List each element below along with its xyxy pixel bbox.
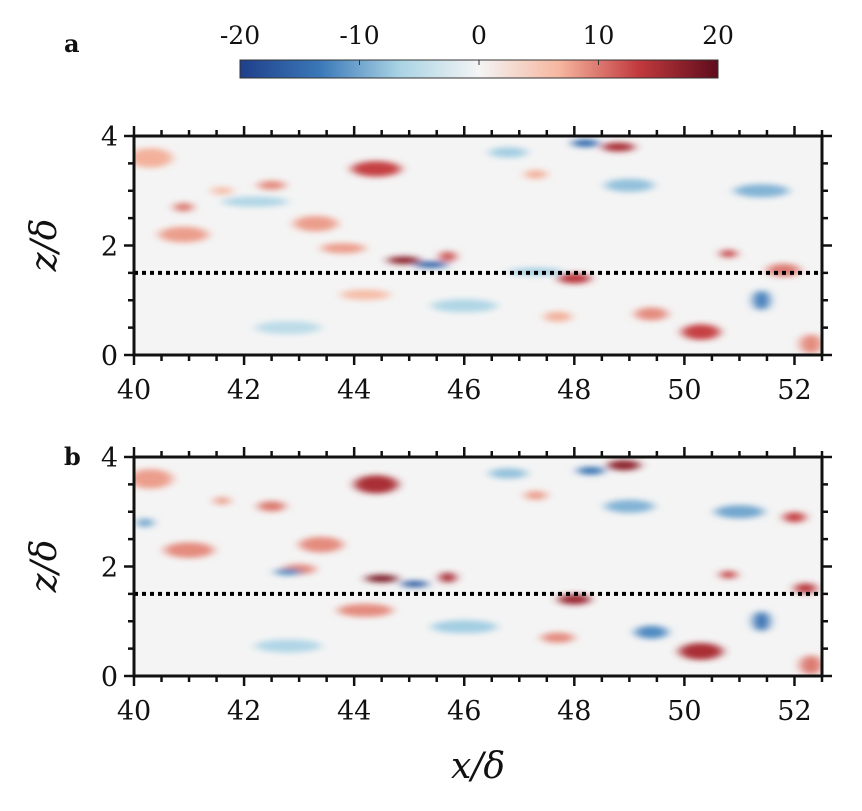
x-tick-label: 42 (227, 696, 261, 727)
heatmap-structure (489, 147, 528, 158)
heatmap-structure (607, 459, 641, 471)
heatmap-structure (134, 469, 173, 489)
heatmap-structure (255, 639, 322, 653)
y-axis-label-a: z/δ (24, 219, 65, 273)
y-tick-label: 4 (101, 122, 118, 153)
heatmap-structure (753, 611, 770, 632)
panel-b: 40 42 44 46 48 50 52 0 2 4 (101, 443, 832, 727)
heatmap-structure (557, 273, 591, 284)
heatmap-structure (439, 572, 456, 583)
panel-a: 40 42 44 46 48 50 52 0 2 4 (101, 122, 832, 406)
heatmap-structure (431, 620, 498, 634)
heatmap-structure (257, 180, 286, 190)
heatmap-structure (601, 142, 635, 152)
panel-label-a: a (64, 29, 80, 58)
colorbar-tick-label: 10 (583, 21, 615, 50)
x-axis-label: x/δ (451, 746, 505, 787)
heatmap-structure (257, 501, 286, 512)
colorbar-tick-label: -10 (339, 21, 379, 50)
heatmap-structure (337, 603, 393, 617)
heatmap-structure (783, 511, 806, 523)
colorbar-tick-label: 20 (702, 21, 734, 50)
panel-label-b: b (64, 442, 81, 471)
heatmap-structure (222, 196, 289, 207)
x-tick-label: 50 (667, 375, 701, 406)
heatmap-structure (414, 261, 448, 268)
heatmap-structure (577, 466, 605, 475)
heatmap-structure (794, 583, 817, 594)
heatmap-structure (173, 202, 194, 212)
x-tick-label: 40 (117, 696, 151, 727)
heatmap-structure (387, 256, 421, 265)
heatmap-structure (678, 642, 723, 660)
heatmap-structure (365, 574, 399, 583)
heatmap-structure (681, 324, 721, 340)
heatmap-structure (400, 580, 429, 588)
heatmap-structure (293, 215, 338, 232)
y-tick-label: 0 (101, 662, 118, 693)
y-axis-label-b: z/δ (24, 540, 65, 594)
x-tick-label: 44 (337, 696, 371, 727)
x-tick-label: 44 (337, 375, 371, 406)
heatmap-structure (321, 242, 366, 254)
heatmap-structure (340, 289, 390, 301)
y-tick-label: 2 (101, 553, 118, 584)
colorbar-tick-label: 0 (471, 21, 487, 50)
heatmap-structure (604, 178, 655, 192)
heatmap-structure (541, 632, 575, 643)
heatmap-structure (799, 655, 822, 675)
heatmap-structure (489, 468, 528, 479)
heatmap-structure (524, 490, 547, 500)
heatmap-structure (439, 251, 456, 262)
heatmap-structure (720, 570, 737, 579)
colorbar: -20 -10 0 10 20 (220, 21, 734, 79)
y-tick-label: 2 (101, 232, 118, 263)
x-tick-label: 50 (667, 696, 701, 727)
heatmap-structure (158, 226, 209, 243)
heatmap-structure (136, 518, 154, 528)
heatmap-structure (351, 160, 401, 177)
x-tick-label: 46 (447, 375, 481, 406)
heatmap-structure (557, 594, 591, 605)
heatmap-structure (213, 496, 231, 505)
heatmap-structure (354, 475, 399, 494)
heatmap-structure (274, 568, 302, 576)
x-tick-label: 40 (117, 375, 151, 406)
heatmap-structure (753, 290, 770, 311)
heatmap-structure (714, 505, 765, 519)
heatmap-background (134, 136, 822, 355)
heatmap-structure (211, 186, 234, 195)
colorbar-tick-label: -20 (220, 21, 260, 50)
heatmap-structure (733, 184, 789, 198)
heatmap-structure (299, 536, 344, 553)
heatmap-structure (524, 169, 547, 179)
heatmap-structure (431, 299, 498, 313)
x-tick-label: 52 (777, 375, 811, 406)
heatmap-field (134, 459, 822, 675)
heatmap-structure (720, 249, 737, 258)
x-tick-label: 48 (557, 696, 591, 727)
y-tick-label: 4 (101, 443, 118, 474)
heatmap-structure (544, 311, 572, 322)
heatmap-structure (799, 334, 822, 354)
heatmap-structure (255, 321, 322, 335)
heatmap-background (134, 457, 822, 676)
heatmap-structure (604, 499, 655, 513)
heatmap-structure (571, 139, 600, 148)
x-tick-label: 46 (447, 696, 481, 727)
heatmap-structure (134, 148, 173, 168)
x-tick-label: 42 (227, 375, 261, 406)
y-tick-label: 0 (101, 341, 118, 372)
heatmap-structure (634, 625, 668, 639)
x-tick-label: 52 (777, 696, 811, 727)
heatmap-structure (164, 542, 214, 558)
heatmap-structure (634, 307, 668, 321)
x-tick-label: 48 (557, 375, 591, 406)
